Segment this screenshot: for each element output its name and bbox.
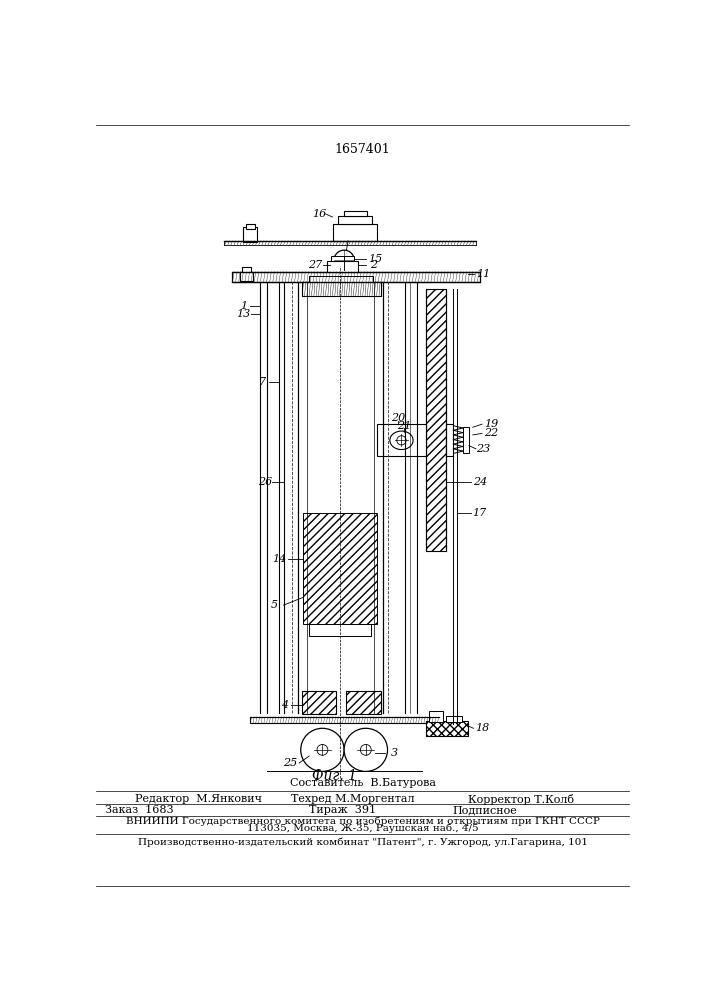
Text: 14: 14 [273, 554, 287, 564]
Bar [240, 272, 252, 281]
Bar [378, 424, 426, 456]
Text: 18: 18 [475, 723, 489, 733]
Bar [301, 282, 380, 296]
Bar [332, 224, 378, 241]
Text: 25: 25 [283, 758, 297, 768]
Text: Производственно-издательский комбинат "Патент", г. Ужгород, ул.Гагарина, 101: Производственно-издательский комбинат "П… [138, 838, 588, 847]
Text: 113035, Москва, Ж-35, Раушская наб., 4/5: 113035, Москва, Ж-35, Раушская наб., 4/5 [247, 824, 479, 833]
Text: 26: 26 [258, 477, 272, 487]
Bar [331, 256, 354, 261]
Bar [242, 267, 251, 272]
Bar [246, 224, 255, 229]
Text: Редактор  М.Янкович: Редактор М.Янкович [135, 794, 262, 804]
Text: Корректор Т.Колб: Корректор Т.Колб [468, 794, 574, 805]
Circle shape [397, 436, 406, 445]
Ellipse shape [390, 431, 413, 450]
Text: 1657401: 1657401 [335, 143, 390, 156]
Circle shape [344, 728, 387, 771]
Bar [462, 427, 469, 453]
Circle shape [317, 744, 328, 755]
Bar [445, 424, 453, 456]
Bar [303, 513, 377, 624]
Text: 27: 27 [308, 260, 322, 270]
Bar [250, 717, 440, 723]
Circle shape [361, 744, 371, 755]
Text: Заказ  1683: Заказ 1683 [105, 805, 174, 815]
Text: 4: 4 [281, 700, 288, 710]
Text: 11: 11 [477, 269, 491, 279]
Text: 1: 1 [240, 301, 247, 311]
Text: 15: 15 [368, 254, 382, 264]
Bar [301, 691, 337, 714]
Circle shape [341, 257, 347, 263]
Bar [243, 227, 257, 242]
Text: 5: 5 [271, 600, 278, 610]
Text: Тираж  391: Тираж 391 [309, 805, 376, 815]
Text: 21: 21 [397, 421, 411, 431]
Text: 7: 7 [259, 377, 266, 387]
Bar [309, 624, 371, 636]
Text: 13: 13 [236, 309, 250, 319]
Bar [327, 261, 358, 272]
Bar [429, 711, 443, 722]
Text: Подписное: Подписное [452, 805, 518, 815]
Text: Составитель  В.Батурова: Составитель В.Батурова [290, 778, 436, 788]
Circle shape [334, 250, 354, 270]
Bar [446, 716, 462, 722]
Text: 3: 3 [391, 748, 398, 758]
Circle shape [300, 728, 344, 771]
Bar [338, 216, 372, 224]
Bar [309, 276, 373, 282]
Bar [346, 691, 381, 714]
Text: 19: 19 [484, 419, 498, 429]
Text: 16: 16 [312, 209, 327, 219]
Text: 2: 2 [370, 260, 377, 270]
Bar [344, 211, 368, 216]
Text: 24: 24 [472, 477, 487, 487]
Text: 20: 20 [391, 413, 406, 423]
Text: ВНИИПИ Государственного комитета по изобретениям и открытиям при ГКНТ СССР: ВНИИПИ Государственного комитета по изоб… [126, 817, 600, 826]
Bar [232, 272, 480, 282]
Bar [426, 721, 468, 736]
Text: 23: 23 [477, 444, 491, 454]
Text: 17: 17 [472, 508, 487, 518]
Text: Фиг. 1: Фиг. 1 [312, 769, 357, 783]
Bar [426, 289, 445, 551]
Text: Техред М.Моргентал: Техред М.Моргентал [291, 794, 415, 804]
Text: 22: 22 [484, 428, 498, 438]
